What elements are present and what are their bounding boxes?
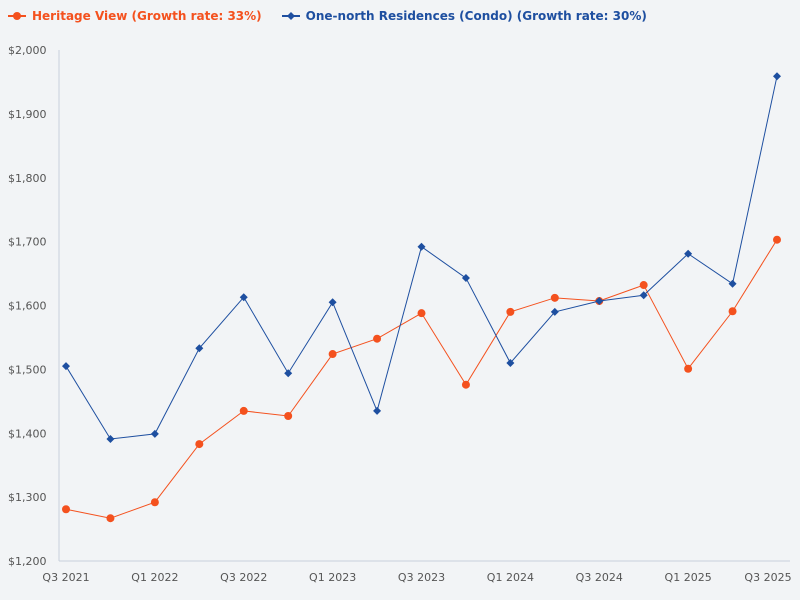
y-tick-label: $1,900 [8, 108, 47, 121]
data-point [506, 358, 515, 367]
data-point [239, 406, 248, 415]
data-point [639, 291, 648, 300]
legend-item-one-north[interactable]: One-north Residences (Condo) (Growth rat… [281, 9, 647, 23]
legend: Heritage View (Growth rate: 33%) One-nor… [8, 9, 647, 23]
x-tick-label: Q1 2023 [309, 571, 356, 584]
data-point [417, 309, 426, 318]
data-point [150, 498, 159, 507]
data-point [461, 274, 470, 283]
legend-item-heritage-view[interactable]: Heritage View (Growth rate: 33%) [8, 9, 262, 23]
data-point [239, 293, 248, 302]
x-tick-label: Q3 2023 [398, 571, 445, 584]
data-point [461, 380, 470, 389]
x-tick-label: Q3 2022 [220, 571, 267, 584]
data-point [639, 281, 648, 290]
data-point [373, 406, 382, 415]
x-tick-label: Q1 2025 [665, 571, 712, 584]
circle-marker-icon [8, 12, 26, 20]
data-point [728, 307, 737, 316]
data-point [684, 364, 693, 373]
y-tick-label: $1,600 [8, 300, 47, 313]
x-tick-label: Q1 2022 [131, 571, 178, 584]
y-tick-label: $1,700 [8, 236, 47, 249]
data-point [506, 307, 515, 316]
data-point [150, 429, 159, 438]
data-point [373, 334, 382, 343]
y-tick-label: $1,800 [8, 172, 47, 185]
y-tick-label: $1,400 [8, 427, 47, 440]
series-line-1 [65, 76, 778, 440]
data-point [106, 514, 115, 523]
series-line-0 [65, 239, 778, 519]
data-point [62, 505, 70, 514]
legend-label: Heritage View (Growth rate: 33%) [32, 9, 262, 23]
data-point [728, 279, 737, 288]
data-point [195, 344, 204, 353]
data-point [328, 298, 337, 307]
legend-label: One-north Residences (Condo) (Growth rat… [305, 9, 647, 23]
x-tick-label: Q3 2024 [576, 571, 623, 584]
data-point [328, 350, 337, 359]
data-point [284, 412, 293, 421]
y-tick-label: $1,200 [8, 555, 47, 568]
data-point [195, 440, 204, 449]
data-point [62, 362, 70, 371]
data-point [284, 369, 293, 378]
y-tick-label: $1,300 [8, 491, 47, 504]
x-tick-label: Q3 2021 [42, 571, 89, 584]
y-tick-label: $2,000 [8, 44, 47, 57]
data-point [773, 72, 781, 81]
data-point [417, 242, 426, 251]
data-point [773, 235, 781, 244]
y-tick-label: $1,500 [8, 363, 47, 376]
data-point [106, 434, 115, 443]
data-point [595, 297, 604, 306]
data-point [550, 293, 559, 302]
x-tick-label: Q3 2025 [744, 571, 791, 584]
diamond-marker-icon [281, 12, 300, 20]
x-tick-label: Q1 2024 [487, 571, 534, 584]
data-point [684, 249, 693, 258]
data-point [550, 307, 559, 316]
